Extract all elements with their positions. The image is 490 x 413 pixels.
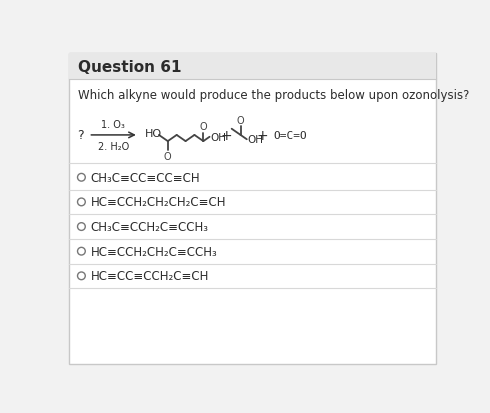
- Text: HC≡CCH₂CH₂CH₂C≡CH: HC≡CCH₂CH₂CH₂C≡CH: [91, 196, 226, 209]
- Bar: [69, 53, 436, 80]
- Text: OH: OH: [247, 135, 264, 145]
- Text: +: +: [221, 128, 232, 142]
- Text: HO: HO: [145, 129, 162, 139]
- FancyBboxPatch shape: [69, 53, 436, 364]
- Bar: [61, 50, 69, 368]
- Text: O: O: [199, 122, 207, 132]
- Text: CH₃C≡CC≡CC≡CH: CH₃C≡CC≡CC≡CH: [91, 171, 200, 184]
- Text: ?: ?: [77, 129, 83, 142]
- Text: OH: OH: [210, 133, 226, 142]
- Text: 1. O₃: 1. O₃: [101, 119, 125, 129]
- Text: O=C=O: O=C=O: [273, 131, 307, 140]
- Text: HC≡CCH₂CH₂C≡CCH₃: HC≡CCH₂CH₂C≡CCH₃: [91, 245, 218, 258]
- Text: O: O: [164, 152, 171, 162]
- Text: CH₃C≡CCH₂C≡CCH₃: CH₃C≡CCH₂C≡CCH₃: [91, 221, 209, 233]
- Text: O: O: [237, 116, 245, 126]
- Text: Which alkyne would produce the products below upon ozonolysis?: Which alkyne would produce the products …: [78, 88, 470, 101]
- Text: 2. H₂O: 2. H₂O: [98, 142, 129, 152]
- Text: +: +: [256, 128, 268, 142]
- Text: Question 61: Question 61: [78, 60, 182, 75]
- Text: HC≡CC≡CCH₂C≡CH: HC≡CC≡CCH₂C≡CH: [91, 270, 209, 282]
